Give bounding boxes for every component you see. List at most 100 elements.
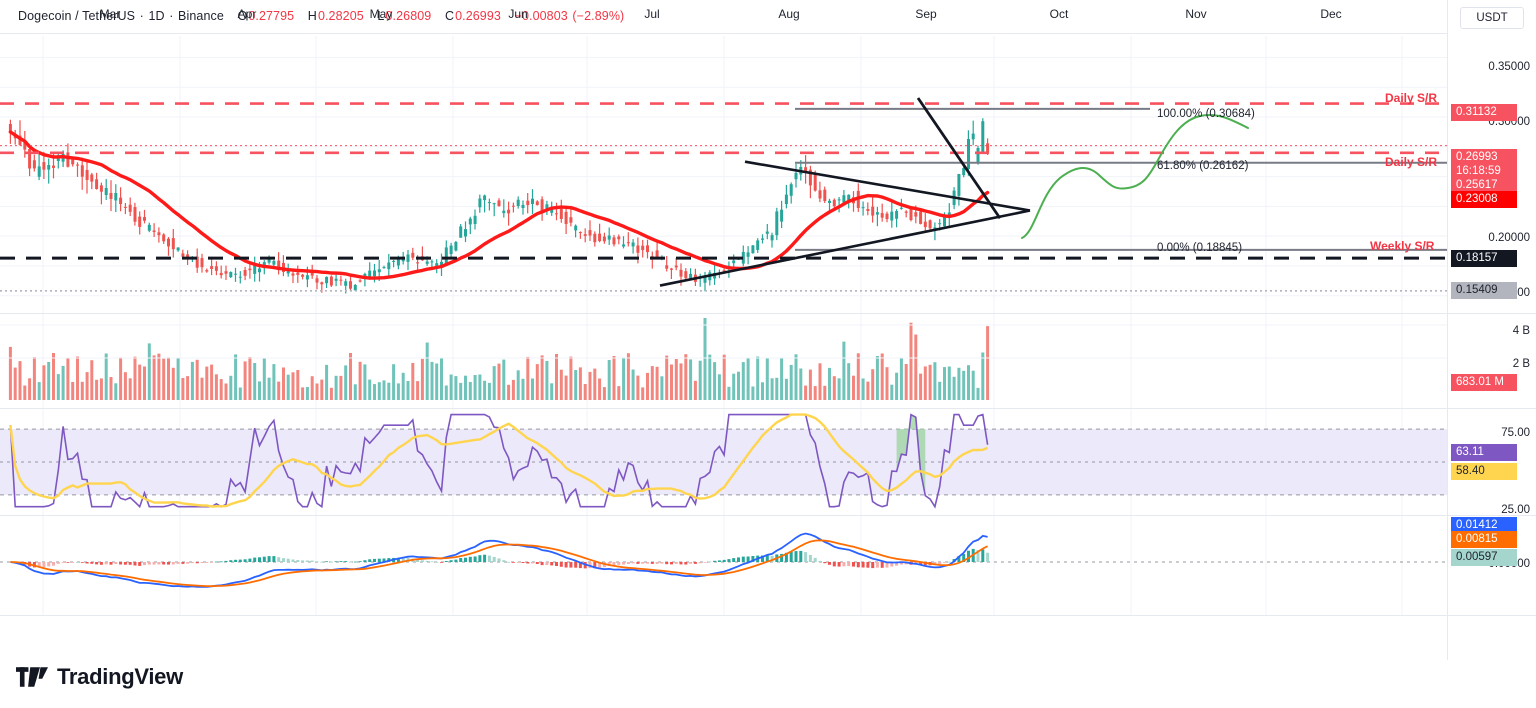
candle-body xyxy=(90,174,94,182)
volume-bar xyxy=(109,377,113,400)
volume-bar xyxy=(875,356,879,400)
badge-macd-signal[interactable]: 0.00815 xyxy=(1451,531,1517,548)
volume-bar xyxy=(641,387,645,400)
volume-bar xyxy=(272,364,276,400)
sr-level-label: Daily S/R xyxy=(1385,91,1438,105)
candle-body xyxy=(138,216,142,227)
macd-histogram-bar xyxy=(521,562,525,563)
volume-bar xyxy=(947,366,951,400)
legend-exchange[interactable]: Binance xyxy=(178,9,224,23)
macd-histogram-bar xyxy=(631,562,635,564)
candle-body xyxy=(751,245,755,254)
chart-canvas[interactable] xyxy=(0,0,1536,660)
candle-body xyxy=(636,245,640,253)
candle-body xyxy=(813,173,817,191)
volume-bar xyxy=(71,382,75,400)
volume-bar xyxy=(186,376,190,400)
macd-histogram-bar xyxy=(119,562,123,565)
macd-histogram-bar xyxy=(483,554,487,562)
badge-last-price[interactable]: 0.26993 xyxy=(1451,149,1517,166)
candle-body xyxy=(85,170,89,180)
badge-countdown[interactable]: 16:18:59 xyxy=(1451,163,1517,180)
macd-histogram-bar xyxy=(818,560,822,562)
macd-histogram-bar xyxy=(277,557,281,562)
badge-volume[interactable]: 683.01 M xyxy=(1451,374,1517,391)
macd-histogram-bar xyxy=(377,558,381,562)
macd-histogram-bar xyxy=(866,562,870,568)
volume-bar xyxy=(737,371,740,400)
badge-daily-sr-upper[interactable]: 0.31132 xyxy=(1451,104,1517,121)
candle-body xyxy=(804,167,808,172)
volume-bar xyxy=(531,378,534,400)
axis-tick-label: 4 B xyxy=(1512,325,1530,337)
volume-bar xyxy=(919,373,923,400)
legend-open-value: 0.27795 xyxy=(248,9,295,23)
triangle-upper-trendline[interactable] xyxy=(744,160,1031,212)
candle-body xyxy=(583,234,587,236)
price-axis[interactable] xyxy=(1447,0,1536,660)
candle-body xyxy=(574,225,578,231)
volume-bar xyxy=(617,386,621,400)
separator-rsi-macd xyxy=(0,515,1536,516)
macd-histogram-bar xyxy=(885,562,889,568)
volume-bar xyxy=(622,357,626,400)
volume-bar xyxy=(555,354,558,400)
candle-body xyxy=(71,158,75,165)
candle-body xyxy=(454,242,458,251)
candle-body xyxy=(521,204,525,208)
macd-histogram-bar xyxy=(143,562,146,566)
macd-histogram-bar xyxy=(37,562,41,568)
candle-body xyxy=(459,226,463,238)
volume-bar xyxy=(416,381,420,400)
candle-body xyxy=(516,199,520,206)
candle-body xyxy=(368,270,372,280)
macd-histogram-bar xyxy=(76,562,79,563)
candle-body xyxy=(214,266,218,271)
candle-body xyxy=(531,198,534,204)
badge-macd-hist[interactable]: 0.00597 xyxy=(1451,549,1517,566)
badge-trend[interactable]: 0.23008 xyxy=(1451,191,1517,208)
volume-bar xyxy=(392,364,396,400)
macd-histogram-bar xyxy=(784,552,788,562)
volume-bar xyxy=(440,357,443,400)
volume-bar xyxy=(679,363,683,400)
badge-rsi-ma[interactable]: 58.40 xyxy=(1451,463,1517,480)
volume-bar xyxy=(444,385,448,400)
macd-histogram-bar xyxy=(186,562,190,564)
volume-bar xyxy=(468,382,472,400)
candle-body xyxy=(349,281,352,289)
legend-symbol[interactable]: Dogecoin / TetherUS xyxy=(18,9,136,23)
volume-bar xyxy=(780,358,784,400)
macd-histogram-bar xyxy=(71,562,75,563)
volume-bar xyxy=(852,375,855,400)
badge-macd[interactable]: 0.01412 xyxy=(1451,517,1517,534)
volume-bar xyxy=(880,353,884,400)
sr-level-label: Weekly S/R xyxy=(1370,239,1435,253)
badge-weekly-sr[interactable]: 0.18157 xyxy=(1451,250,1517,267)
macd-histogram-bar xyxy=(339,561,343,562)
volume-bar xyxy=(631,369,635,400)
badge-ma[interactable]: 0.25617 xyxy=(1451,177,1517,194)
badge-support[interactable]: 0.15409 xyxy=(1451,282,1517,299)
candle-body xyxy=(703,276,707,283)
time-axis[interactable] xyxy=(0,615,1536,645)
volume-bar xyxy=(181,378,185,400)
candle-body xyxy=(291,273,295,276)
triangle-lower-trendline[interactable] xyxy=(659,209,1031,287)
volume-bar xyxy=(454,376,458,400)
currency-unit-button[interactable]: USDT xyxy=(1460,7,1524,29)
volume-bar xyxy=(478,374,482,400)
time-axis-label: Sep xyxy=(915,7,937,21)
symbol-legend[interactable]: Dogecoin / TetherUS · 1D · Binance O0.27… xyxy=(18,9,625,23)
legend-low-key: L xyxy=(377,9,385,23)
axis-tick-label: 0.35000 xyxy=(1488,61,1530,73)
descending-trendline[interactable] xyxy=(916,97,1002,220)
volume-bar xyxy=(612,356,616,400)
candle-body xyxy=(42,162,46,170)
volume-bar xyxy=(593,368,597,400)
legend-interval[interactable]: 1D xyxy=(148,9,165,23)
macd-histogram-bar xyxy=(837,562,841,567)
volume-bar xyxy=(775,377,779,400)
candle-body xyxy=(770,235,774,241)
badge-rsi[interactable]: 63.11 xyxy=(1451,444,1517,461)
